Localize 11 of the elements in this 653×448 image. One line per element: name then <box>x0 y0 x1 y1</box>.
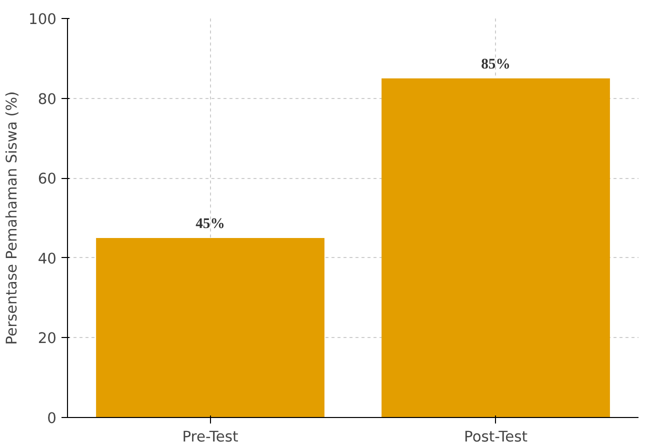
x-tick-label: Post-Test <box>464 428 528 446</box>
y-tick-label: 60 <box>38 170 57 188</box>
y-tick-label: 20 <box>38 330 57 348</box>
y-tick-label: 40 <box>38 250 57 268</box>
y-tick-label: 80 <box>38 90 57 108</box>
x-tick-label: Pre-Test <box>182 428 239 446</box>
y-axis-title: Persentase Pemahaman Siswa (%) <box>4 91 21 345</box>
data-label: 85% <box>481 56 510 72</box>
y-tick-label: 0 <box>47 410 57 427</box>
data-label: 45% <box>196 216 225 232</box>
y-tick-label: 100 <box>28 11 57 28</box>
